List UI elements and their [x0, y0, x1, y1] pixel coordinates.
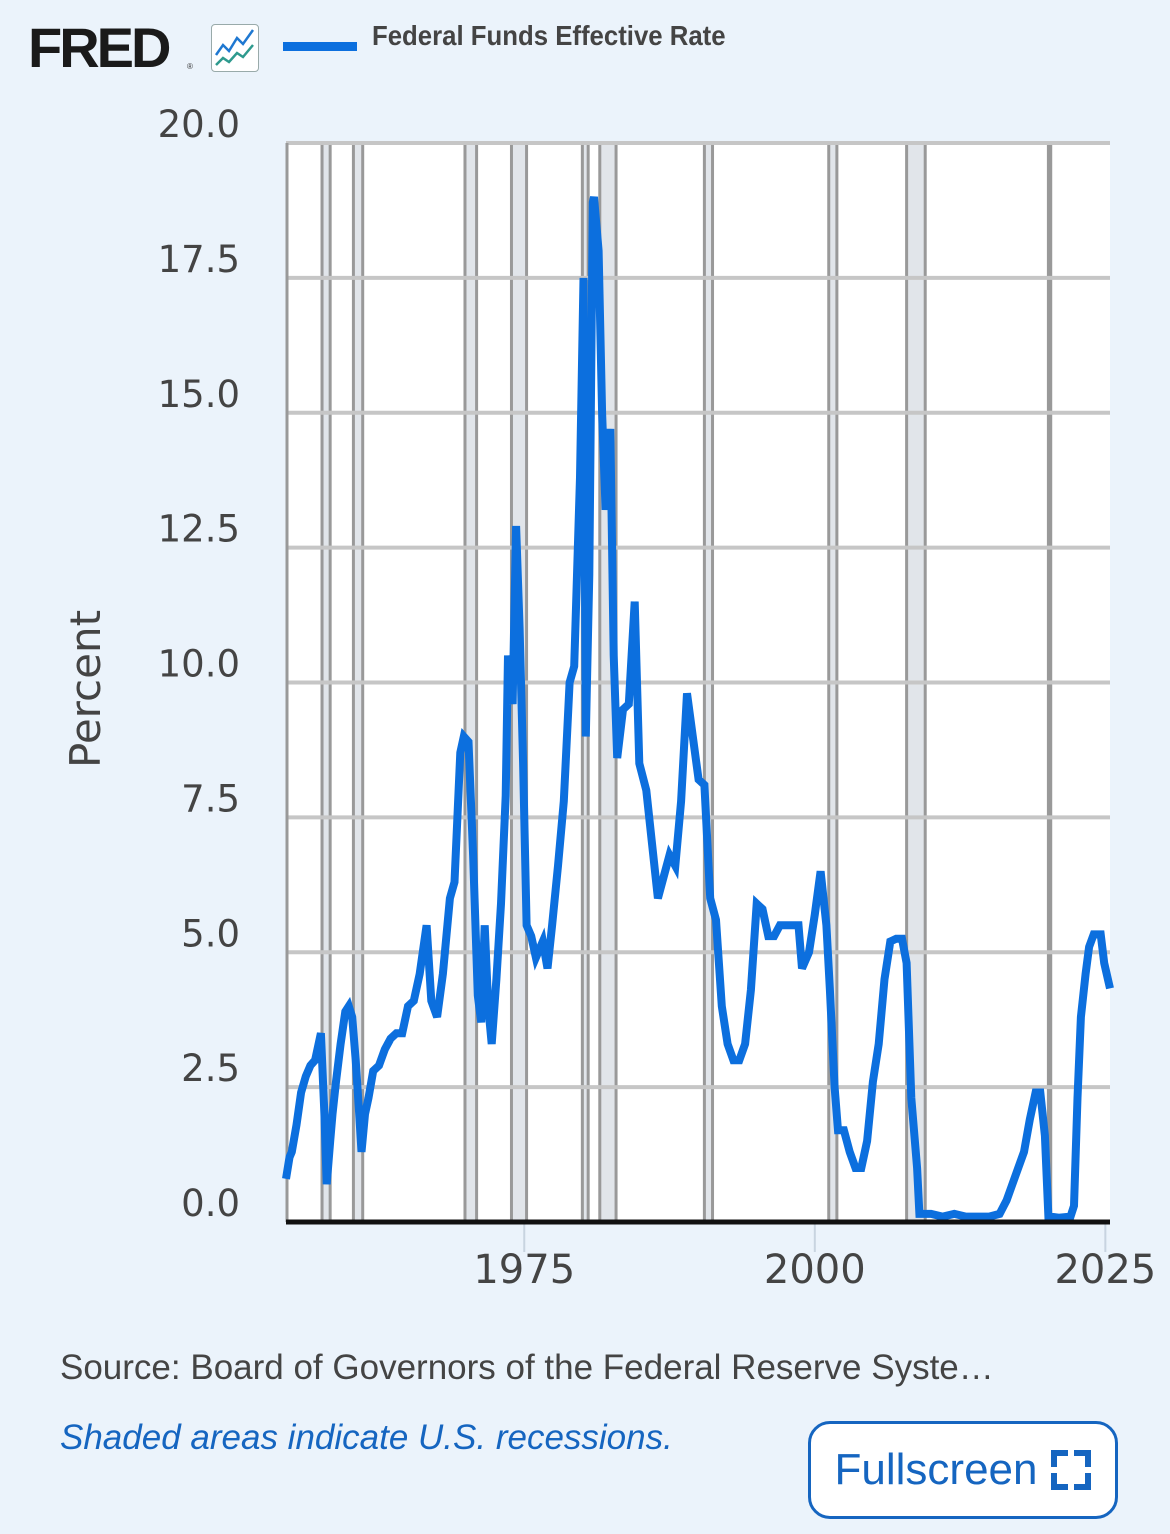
legend-label: Federal Funds Effective Rate: [372, 20, 726, 51]
fred-logo[interactable]: FRED: [28, 16, 171, 79]
y-tick-label: 2.5: [181, 1047, 240, 1090]
x-tick-label: 2025: [1054, 1247, 1156, 1293]
y-tick-label: 0.0: [181, 1182, 240, 1225]
y-tick-label: 15.0: [158, 373, 240, 416]
legend-swatch: [283, 42, 357, 51]
y-tick-label: 5.0: [181, 912, 240, 955]
y-axis-label: Percent: [61, 610, 110, 768]
y-tick-label: 10.0: [158, 643, 240, 686]
chart-header: FRED ® Federal Funds Effective Rate: [0, 0, 1170, 90]
source-text[interactable]: Source: Board of Governors of the Federa…: [60, 1348, 994, 1387]
x-tick-label: 2000: [764, 1247, 866, 1293]
registered-mark: ®: [187, 62, 193, 71]
recession-note: Shaded areas indicate U.S. recessions.: [60, 1418, 673, 1457]
series-line-fed-funds[interactable]: [282, 196, 1114, 1222]
y-tick-label: 12.5: [158, 508, 240, 551]
y-tick-label: 20.0: [158, 103, 240, 146]
expand-icon: [1051, 1450, 1092, 1490]
y-tick-label: 17.5: [158, 238, 240, 281]
y-axis-ticks: 0.0 2.5 5.0 7.5 10.0 12.5 15.0 17.5 20.0: [158, 103, 240, 1225]
y-tick-label: 7.5: [181, 777, 240, 820]
fullscreen-button[interactable]: Fullscreen: [808, 1421, 1118, 1519]
x-axis-ticks: 1975 2000 2025: [473, 1222, 1156, 1293]
line-chart[interactable]: 0.0 2.5 5.0 7.5 10.0 12.5 15.0 17.5 20.0 1975 200…: [0, 0, 1170, 1330]
x-tick-label: 1975: [473, 1247, 575, 1293]
fullscreen-label: Fullscreen: [834, 1445, 1038, 1494]
line-chart-icon: [211, 24, 259, 72]
